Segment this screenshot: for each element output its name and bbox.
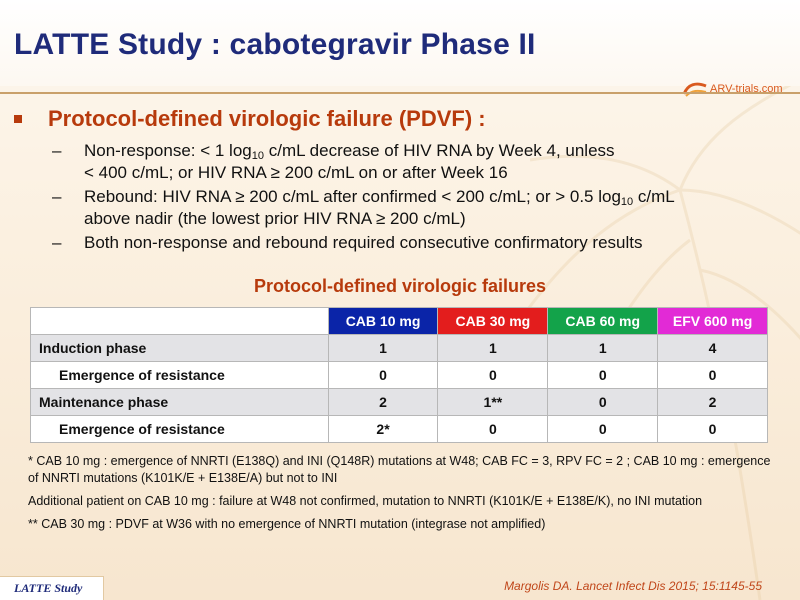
table-cell: 1	[547, 334, 659, 362]
table-row: Induction phase 1 1 1 4	[30, 334, 768, 362]
dash-icon: –	[52, 233, 62, 252]
slide-title: LATTE Study : cabotegravir Phase II	[14, 28, 536, 61]
column-header: CAB 60 mg	[547, 307, 659, 335]
table-cell: 2*	[327, 415, 439, 443]
arv-trials-logo: ARV-trials.com	[682, 79, 783, 99]
table-row: Maintenance phase 2 1** 0 2	[30, 388, 768, 416]
table-title: Protocol-defined virologic failures	[253, 276, 547, 296]
subscript: 10	[251, 150, 264, 162]
sub-text: < 400 c/mL; or HIV RNA ≥ 200 c/mL on or …	[84, 163, 508, 182]
table-cell: 1	[437, 334, 549, 362]
table-cell: 0	[657, 415, 768, 443]
sub-bullets: – Non-response: < 1 log10 c/mL decrease …	[52, 140, 792, 256]
table-cell: 0	[547, 388, 659, 416]
footer-study-tag: LATTE Study	[0, 576, 104, 600]
table-cell: 2	[327, 388, 439, 416]
square-bullet-icon	[14, 115, 22, 123]
table-cell: 0	[437, 361, 549, 389]
table-cell: 4	[657, 334, 768, 362]
column-header: EFV 600 mg	[657, 307, 768, 335]
table-row: Emergence of resistance 2* 0 0 0	[30, 415, 768, 443]
table-cell: 0	[547, 361, 659, 389]
header-empty-cell	[30, 307, 329, 335]
sub-text: c/mL decrease of HIV RNA by Week 4, unle…	[264, 141, 615, 160]
sub-text: c/mL	[633, 187, 675, 206]
footnote: * CAB 10 mg : emergence of NNRTI (E138Q)…	[28, 454, 771, 485]
table-cell: 0	[657, 361, 768, 389]
citation: Margolis DA. Lancet Infect Dis 2015; 15:…	[504, 579, 762, 593]
arv-logo-icon	[682, 82, 707, 97]
header-divider	[0, 92, 800, 94]
table-row: Emergence of resistance 0 0 0 0	[30, 361, 768, 389]
table-cell: 0	[547, 415, 659, 443]
sub-bullet-confirmation: – Both non-response and rebound required…	[52, 232, 792, 254]
dash-icon: –	[52, 187, 62, 206]
row-label: Induction phase	[30, 334, 329, 362]
table-cell: 1**	[437, 388, 549, 416]
row-label: Emergence of resistance	[30, 415, 329, 443]
footnote: ** CAB 30 mg : PDVF at W36 with no emerg…	[28, 517, 546, 531]
dash-icon: –	[52, 141, 62, 160]
header-band	[0, 0, 800, 86]
bullet-heading: Protocol-defined virologic failure (PDVF…	[48, 106, 486, 131]
row-label: Emergence of resistance	[30, 361, 329, 389]
main-bullet: Protocol-defined virologic failure (PDVF…	[14, 106, 486, 132]
sub-text: Both non-response and rebound required c…	[84, 233, 643, 252]
row-label: Maintenance phase	[30, 388, 329, 416]
footnote: Additional patient on CAB 10 mg : failur…	[28, 494, 703, 508]
table-cell: 1	[327, 334, 439, 362]
sub-text: Rebound: HIV RNA ≥ 200 c/mL after confir…	[84, 187, 621, 206]
sub-bullet-rebound: – Rebound: HIV RNA ≥ 200 c/mL after conf…	[52, 186, 792, 230]
table-cell: 0	[327, 361, 439, 389]
sub-text: above nadir (the lowest prior HIV RNA ≥ …	[84, 209, 466, 228]
table-header-row: CAB 10 mg CAB 30 mg CAB 60 mg EFV 600 mg	[30, 307, 768, 335]
table-cell: 0	[437, 415, 549, 443]
subscript: 10	[620, 196, 634, 208]
sub-text: Non-response: < 1 log	[84, 141, 252, 160]
pdvf-table: CAB 10 mg CAB 30 mg CAB 60 mg EFV 600 mg…	[30, 307, 768, 443]
table-cell: 2	[657, 388, 768, 416]
column-header: CAB 30 mg	[437, 307, 549, 335]
column-header: CAB 10 mg	[327, 307, 439, 335]
footnotes: * CAB 10 mg : emergence of NNRTI (E138Q)…	[28, 453, 778, 539]
sub-bullet-non-response: – Non-response: < 1 log10 c/mL decrease …	[52, 140, 792, 184]
